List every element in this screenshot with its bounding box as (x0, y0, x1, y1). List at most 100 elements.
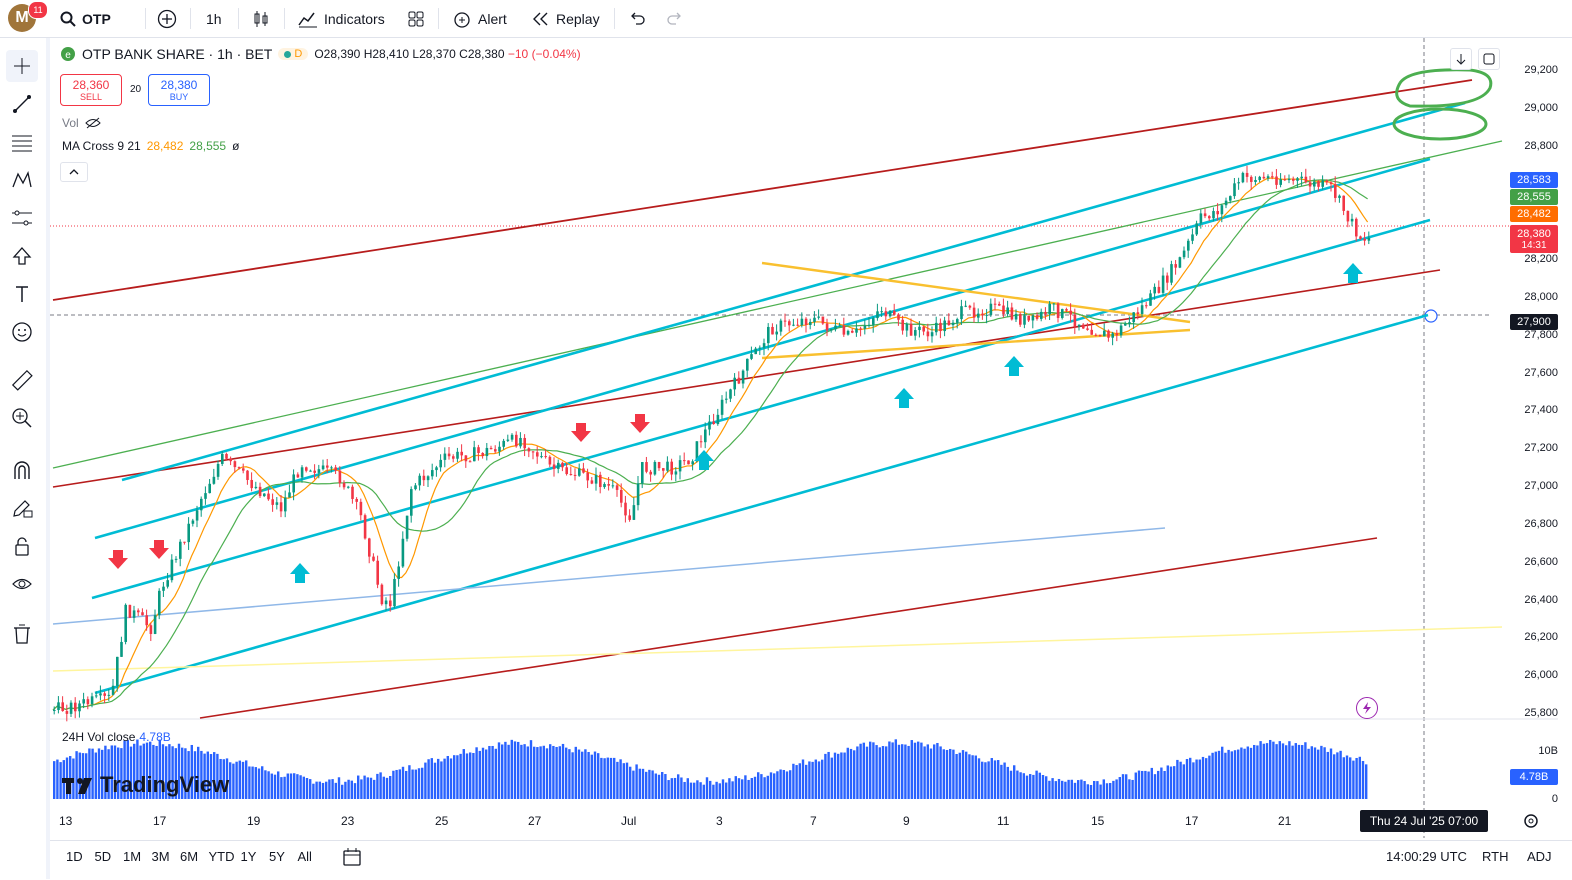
lock-tool[interactable] (6, 530, 38, 562)
volume-bar (1109, 782, 1112, 799)
volume-bar (1160, 767, 1163, 799)
candle-body (418, 475, 421, 486)
volume-bar (888, 741, 891, 799)
chart-type-button[interactable] (252, 0, 270, 37)
visibility-tool[interactable] (6, 568, 38, 600)
candle-body (250, 479, 253, 489)
compare-button[interactable] (157, 0, 177, 37)
volume-bar (673, 777, 677, 799)
forecast-tool[interactable] (6, 202, 38, 234)
volume-bar (779, 769, 782, 799)
candle-body (842, 325, 846, 335)
arrow-up-icon (12, 247, 32, 265)
volume-bar (600, 757, 603, 799)
range-button[interactable]: YTD (208, 849, 235, 864)
clock-display[interactable]: 14:00:29 UTC (1386, 849, 1467, 864)
volume-bar (545, 748, 549, 799)
candles-icon (254, 10, 268, 27)
time-tick-label: 17 (1185, 814, 1199, 828)
range-button[interactable]: 5Y (269, 849, 285, 864)
drawing-mode-tool[interactable] (6, 492, 38, 524)
price-axis[interactable]: 29,200 29,000 28,800 28,200 28,000 27,800 27,6… (1508, 38, 1572, 838)
lightning-icon[interactable] (1356, 697, 1378, 719)
interval-button[interactable]: 1h (206, 0, 222, 37)
volume-bar (245, 760, 248, 799)
volume-bar (1163, 770, 1166, 799)
volume-bar (1285, 745, 1288, 799)
volume-bar (360, 779, 363, 799)
range-button[interactable]: 1D (66, 849, 83, 864)
remove-tool[interactable] (6, 618, 38, 650)
candle-body (309, 470, 312, 472)
volume-bar (1304, 742, 1307, 799)
chart-pane[interactable]: e OTP BANK SHARE · 1h · BET D O28,390 H2… (50, 38, 1558, 838)
indicators-button[interactable]: Indicators (298, 0, 385, 37)
volume-bar (753, 776, 757, 799)
time-axis-settings-button[interactable] (1522, 812, 1540, 833)
volume-pane-legend[interactable]: 24H Vol close 4.78B (62, 730, 171, 744)
sell-button[interactable]: 28,360 SELL (60, 74, 122, 106)
volume-bar (161, 744, 165, 799)
candle-body (578, 468, 581, 476)
pattern-tool[interactable] (6, 164, 38, 196)
volume-bar (321, 782, 325, 799)
maximize-pane-button[interactable] (1478, 48, 1500, 70)
price-chart-canvas[interactable] (50, 38, 1558, 838)
volume-indicator-legend[interactable]: Vol (62, 116, 101, 130)
candle-body (687, 460, 690, 465)
candle-body (557, 462, 560, 469)
range-button[interactable]: 1Y (240, 849, 257, 864)
redo-button[interactable] (666, 0, 684, 37)
undo-button[interactable] (628, 0, 646, 37)
go-to-date-button[interactable] (342, 847, 362, 870)
volume-bar (78, 752, 81, 799)
candle-body (477, 447, 480, 453)
volume-bar (1272, 741, 1275, 799)
range-button[interactable]: 6M (180, 849, 199, 864)
cyan-channel-lower (94, 313, 1429, 695)
measure-tool[interactable] (6, 364, 38, 396)
candle-body (1065, 309, 1068, 311)
symbol-search[interactable]: OTP (60, 0, 111, 37)
symbol-title[interactable]: OTP BANK SHARE · 1h · BET (82, 46, 273, 62)
ma-cross-legend[interactable]: MA Cross 9 21 28,482 28,555 ø (62, 139, 239, 153)
volume-bar (305, 777, 309, 799)
trendline-tool[interactable] (6, 88, 38, 120)
alert-button[interactable]: Alert (452, 0, 507, 37)
volume-bar (1070, 779, 1073, 799)
volume-bar (158, 739, 161, 799)
indicators-icon (298, 12, 317, 27)
volume-bar (165, 746, 168, 799)
candle-body (1161, 275, 1165, 293)
candle-body (809, 321, 812, 326)
range-button[interactable]: 5D (94, 849, 112, 864)
eye-hidden-icon[interactable] (84, 117, 101, 129)
volume-bar (728, 778, 731, 799)
zoom-tool[interactable] (6, 402, 38, 434)
range-button[interactable]: All (297, 849, 312, 864)
collapse-legend-button[interactable] (60, 162, 88, 182)
scroll-to-latest-button[interactable] (1450, 48, 1472, 70)
volume-bar (235, 761, 238, 799)
volume-tag: 4.78B (1510, 769, 1558, 785)
crosshair-tool[interactable] (6, 50, 38, 82)
fib-tool[interactable] (6, 126, 38, 158)
volume-bar (737, 778, 741, 799)
adjust-button[interactable]: ADJ (1527, 849, 1552, 864)
shapes-tool[interactable] (6, 240, 38, 272)
price-tag: 27,900 (1510, 314, 1558, 330)
text-tool[interactable] (6, 278, 38, 310)
emoji-tool[interactable] (6, 316, 38, 348)
volume-bar (846, 747, 849, 799)
magnet-tool[interactable] (6, 454, 38, 486)
candle-body (271, 499, 274, 505)
range-button[interactable]: 1M (123, 849, 142, 864)
session-button[interactable]: RTH (1482, 849, 1509, 864)
range-button[interactable]: 3M (151, 849, 170, 864)
templates-button[interactable] (407, 0, 425, 37)
time-tick-label: 17 (153, 814, 167, 828)
volume-bar (257, 768, 261, 799)
volume-bar (798, 763, 801, 799)
buy-button[interactable]: 28,380 BUY (148, 74, 210, 106)
replay-button[interactable]: Replay (532, 0, 600, 37)
